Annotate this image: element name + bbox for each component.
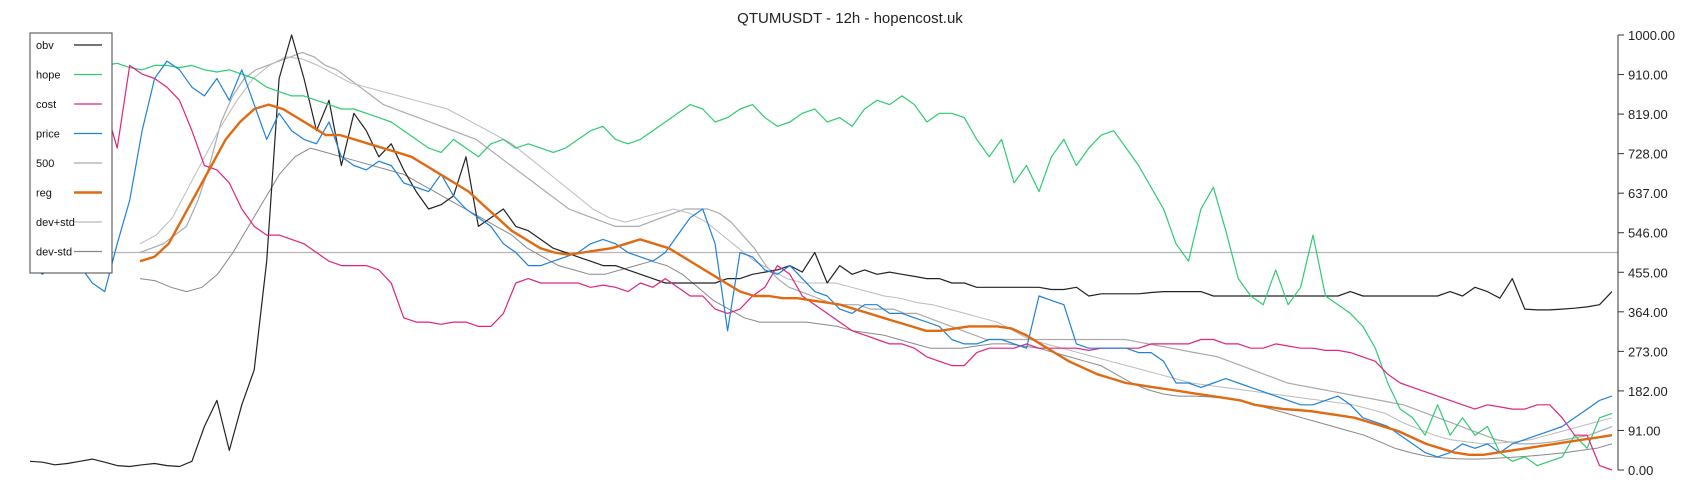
y-tick-label: 0.00 [1628,463,1653,478]
y-tick-label: 455.00 [1628,265,1668,280]
legend-label: 500 [36,158,54,170]
y-tick-label: 91.00 [1628,423,1661,438]
legend-label: dev+std [36,217,75,229]
y-tick-label: 546.00 [1628,226,1668,241]
y-tick-label: 273.00 [1628,344,1668,359]
series-line-dev-std [139,56,1613,445]
legend-label: price [36,129,60,141]
y-tick-label: 364.00 [1628,305,1668,320]
series-line-obv [29,34,1613,468]
series-layer [29,34,1618,471]
legend-label: hope [36,70,60,82]
legend-box [29,32,113,274]
legend-label: obv [36,40,54,52]
y-tick-label: 819.00 [1628,107,1668,122]
y-tick-label: 728.00 [1628,147,1668,162]
y-tick-label: 182.00 [1628,384,1668,399]
y-tick-label: 910.00 [1628,68,1668,83]
legend-label: cost [36,99,56,111]
y-axis: 1000.00 910.00 819.00 728.00 637.00 546.00 455… [1617,28,1675,478]
series-line-500 [139,51,1613,445]
series-line-reg [139,103,1613,456]
series-line-hope [29,62,1613,467]
y-tick-label: 1000.00 [1628,28,1675,43]
legend-label: reg [36,188,52,200]
legend: obv hope cost price 500 reg dev+std dev-std [29,32,113,274]
series-line-cost [29,34,1613,471]
series-line-dev-std [139,147,1613,460]
chart-title: QTUMUSDT - 12h - hopencost.uk [737,10,963,27]
legend-label: dev-std [36,247,72,259]
series-line-price [29,60,1613,458]
y-tick-label: 637.00 [1628,186,1668,201]
